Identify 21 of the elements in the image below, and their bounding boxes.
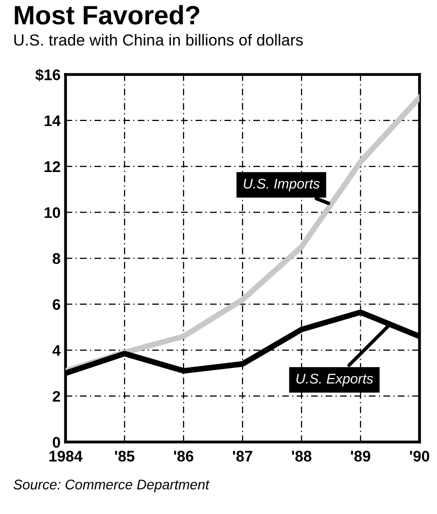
x-tick-label: '86 (174, 450, 194, 462)
y-tick-label: 4 (52, 345, 61, 356)
x-tick-label: 1984 (50, 450, 82, 462)
y-tick-label: 8 (52, 253, 60, 264)
y-tick-label: 0 (52, 436, 60, 448)
y-tick-label: 2 (52, 390, 60, 402)
y-tick-label: 10 (44, 207, 60, 218)
x-tick-label: '87 (233, 450, 252, 462)
x-tick-label: '89 (351, 450, 370, 462)
chart-title: Most Favored? (14, 5, 200, 25)
x-tick-label: '85 (115, 450, 134, 462)
y-tick-label: 6 (52, 299, 60, 310)
series-label: U.S. Imports (244, 178, 320, 192)
y-tick-label: $16 (35, 68, 60, 82)
source-note: Source: Commerce Department (14, 480, 210, 492)
y-tick-label: 14 (44, 115, 61, 126)
y-tick-label: 12 (44, 161, 60, 172)
x-tick-label: '90 (410, 450, 430, 462)
x-tick-label: '88 (292, 450, 312, 462)
text: U.S. Exports (296, 374, 374, 386)
chart-subtitle: U.S. trade with China in billions of dollars (14, 34, 303, 46)
